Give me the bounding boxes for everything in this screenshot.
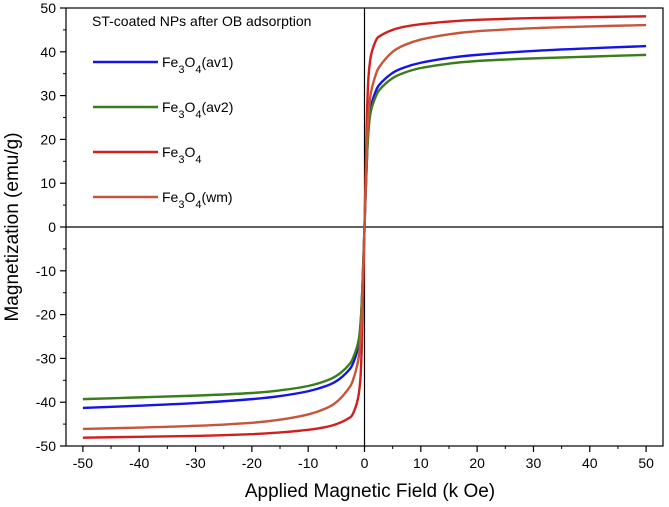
x-tick-label: 0 (361, 455, 369, 471)
x-tick-label: 20 (469, 455, 485, 471)
y-tick-label: -10 (36, 263, 56, 279)
x-tick-label: 30 (526, 455, 542, 471)
x-tick-label: -40 (129, 455, 149, 471)
x-tick-label: 10 (413, 455, 429, 471)
x-axis-ticks: -50 -40 -30 -20 -10 0 10 20 30 40 50 (73, 446, 654, 471)
legend-label-1: Fe3O4(av1) (162, 54, 233, 76)
x-tick-label: -50 (73, 455, 93, 471)
x-tick-label: -10 (298, 455, 318, 471)
x-tick-label: 50 (638, 455, 654, 471)
legend-label-2: Fe3O4(av2) (162, 99, 233, 121)
y-tick-label: 20 (40, 131, 56, 147)
legend-label-3: Fe3O4 (162, 144, 201, 166)
y-axis-title: Magnetization (emu/g) (2, 132, 23, 321)
y-axis-ticks: -50 -40 -30 -20 -10 0 10 20 30 40 50 (36, 0, 66, 454)
series-line-4 (82, 23, 647, 431)
y-tick-label: 10 (40, 175, 56, 191)
y-tick-label: -20 (36, 307, 56, 323)
chart-title: ST-coated NPs after OB adsorption (92, 13, 311, 29)
y-tick-label: 40 (40, 44, 56, 60)
y-tick-label: 50 (40, 0, 56, 16)
x-axis-title: Applied Magnetic Field (k Oe) (245, 481, 495, 502)
y-tick-label: -50 (36, 438, 56, 454)
legend-label-4: Fe3O4(wm) (162, 189, 233, 211)
y-tick-label: 0 (48, 219, 56, 235)
y-tick-label: 30 (40, 88, 56, 104)
legend: Fe3O4(av1) Fe3O4(av2) Fe3O4 Fe3O4(wm) (93, 54, 233, 211)
y-tick-label: -30 (36, 350, 56, 366)
x-tick-label: 40 (582, 455, 598, 471)
series-layer (82, 15, 647, 439)
x-tick-label: -30 (185, 455, 205, 471)
x-tick-label: -20 (242, 455, 262, 471)
y-tick-label: -40 (36, 394, 56, 410)
